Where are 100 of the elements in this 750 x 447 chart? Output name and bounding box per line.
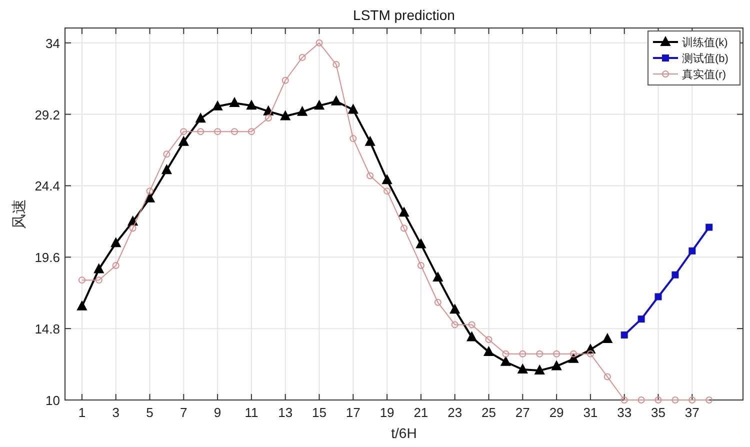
y-tick-label: 14.8 [34,322,60,337]
legend-label: 训练值(k) [682,36,728,49]
point [604,373,611,380]
x-tick-label: 15 [312,405,326,420]
point [146,188,154,195]
point [518,364,528,374]
point [620,396,628,404]
point [384,188,391,195]
point [314,100,324,110]
point [399,207,409,217]
x-tick-label: 35 [651,405,666,420]
point [178,136,189,146]
x-tick-label: 13 [278,405,293,420]
point [129,224,136,232]
point [316,39,323,46]
point [620,331,628,338]
y-axis-title: 风速 [11,199,28,229]
point [534,365,545,375]
x-tick-label: 3 [112,405,120,420]
point [196,113,206,123]
point [298,54,306,61]
point [248,128,255,136]
point [672,396,679,404]
point [282,76,289,84]
x-tick-label: 11 [244,405,258,420]
point [552,360,562,370]
point [382,174,392,184]
point [280,110,290,120]
point [432,272,443,282]
point [230,97,240,107]
point [144,192,155,202]
point [214,128,222,136]
chart-title: LSTM prediction [353,7,455,23]
point [365,136,376,146]
point [502,350,510,358]
point [484,346,494,356]
y-tick-label: 29.2 [34,107,60,122]
point [466,332,477,342]
point [162,164,172,174]
legend-label: 测试值(b) [682,52,728,65]
point [163,150,170,158]
point [434,298,442,306]
point [128,216,138,226]
point [586,350,594,358]
x-tick-label: 27 [515,405,530,420]
point [706,224,713,231]
y-tick-label: 34 [46,36,60,51]
point [246,100,256,110]
point [264,114,272,122]
point [95,276,102,284]
point [638,316,645,323]
point [672,271,679,278]
point [350,135,357,142]
x-tick-label: 33 [617,405,632,420]
x-tick-label: 5 [146,405,154,420]
point [553,350,560,358]
point [76,300,87,310]
point [688,396,696,404]
x-tick-label: 23 [448,405,462,420]
x-tick-label: 1 [78,405,86,420]
y-tick-label: 19.6 [34,250,60,266]
point [568,353,578,363]
point [180,128,188,136]
y-tick-label: 24.4 [34,178,60,194]
point [451,321,458,328]
point [297,106,308,116]
point [197,128,204,136]
point [638,396,645,404]
x-tick-label: 7 [180,405,188,420]
y-tick-label: 10 [46,393,60,408]
point [654,396,662,404]
x-tick-label: 9 [214,405,222,420]
point [78,276,86,284]
point [366,172,374,180]
x-tick-label: 37 [684,405,700,420]
x-tick-label: 21 [414,405,428,420]
point [348,104,358,114]
point [416,238,426,248]
point [500,356,511,366]
point [110,238,121,248]
point [688,247,696,254]
point [112,262,120,269]
x-axis-title: t/6H [391,425,417,441]
x-tick-label: 19 [380,405,394,420]
point [331,96,342,106]
point [536,350,544,358]
point [231,128,238,136]
point [654,293,662,300]
x-tick-label: 31 [583,405,598,420]
point [468,321,476,328]
x-tick-label: 29 [549,405,564,420]
point [706,396,713,404]
point [570,350,577,358]
point [332,60,340,68]
x-tick-label: 25 [482,405,496,420]
point [485,336,492,344]
point [212,100,223,110]
point [400,224,408,232]
point [519,350,526,358]
point [450,304,460,314]
